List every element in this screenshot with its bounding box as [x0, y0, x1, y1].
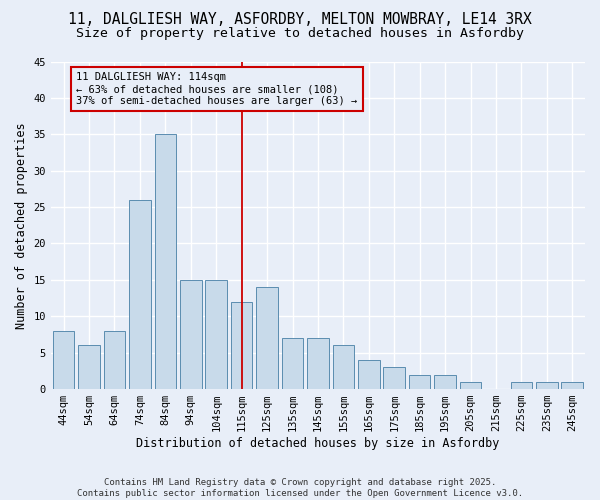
Bar — [53, 331, 74, 389]
Bar — [180, 280, 202, 389]
Text: Contains HM Land Registry data © Crown copyright and database right 2025.
Contai: Contains HM Land Registry data © Crown c… — [77, 478, 523, 498]
Bar — [104, 331, 125, 389]
Bar — [358, 360, 380, 389]
X-axis label: Distribution of detached houses by size in Asfordby: Distribution of detached houses by size … — [136, 437, 500, 450]
Bar — [383, 367, 405, 389]
Bar — [409, 374, 430, 389]
Bar — [256, 287, 278, 389]
Text: 11, DALGLIESH WAY, ASFORDBY, MELTON MOWBRAY, LE14 3RX: 11, DALGLIESH WAY, ASFORDBY, MELTON MOWB… — [68, 12, 532, 28]
Text: 11 DALGLIESH WAY: 114sqm
← 63% of detached houses are smaller (108)
37% of semi-: 11 DALGLIESH WAY: 114sqm ← 63% of detach… — [76, 72, 358, 106]
Bar — [434, 374, 456, 389]
Bar — [332, 346, 354, 389]
Bar — [205, 280, 227, 389]
Bar — [511, 382, 532, 389]
Bar — [307, 338, 329, 389]
Bar — [78, 346, 100, 389]
Bar — [231, 302, 253, 389]
Y-axis label: Number of detached properties: Number of detached properties — [15, 122, 28, 328]
Bar — [155, 134, 176, 389]
Bar — [562, 382, 583, 389]
Bar — [536, 382, 557, 389]
Bar — [282, 338, 304, 389]
Bar — [460, 382, 481, 389]
Bar — [129, 200, 151, 389]
Text: Size of property relative to detached houses in Asfordby: Size of property relative to detached ho… — [76, 28, 524, 40]
